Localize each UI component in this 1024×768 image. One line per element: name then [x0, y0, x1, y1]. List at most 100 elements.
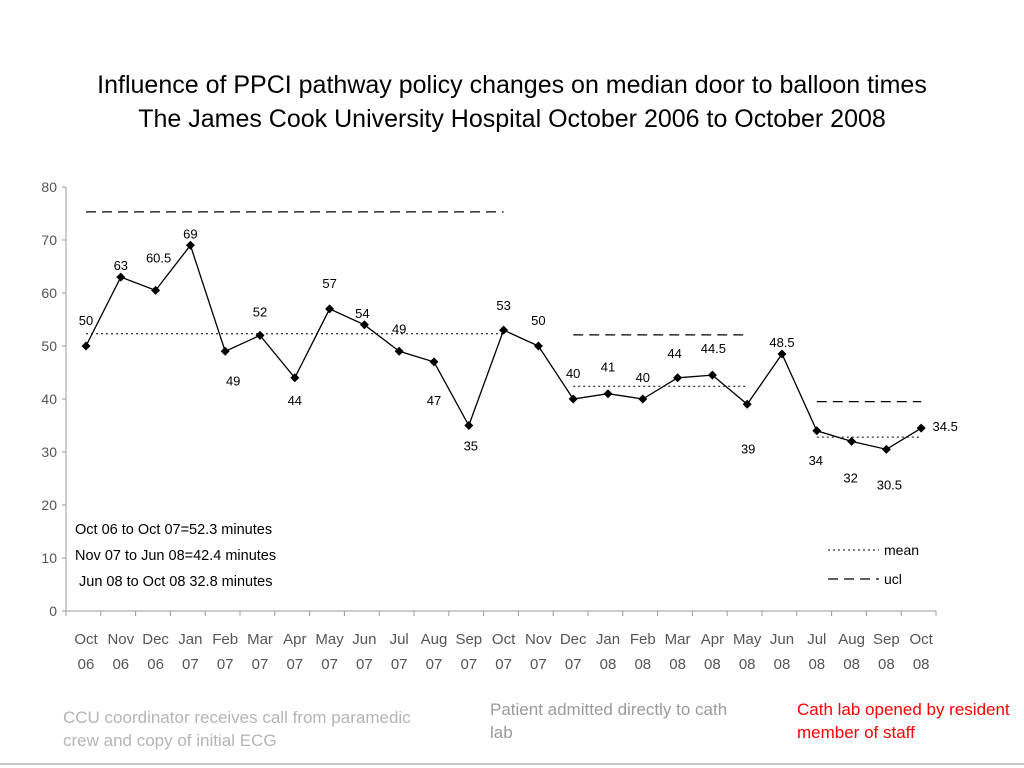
data-label: 44	[667, 346, 681, 361]
x-tick-label: Jul 07	[390, 631, 409, 673]
data-label: 48.5	[769, 335, 794, 350]
x-tick-label: Apr 07	[283, 631, 306, 673]
x-tick-label: Jan 07	[178, 631, 202, 673]
period-annotations: Oct 06 to Oct 07=52.3 minutes Nov 07 to J…	[75, 522, 276, 590]
x-tick-label: May 07	[315, 631, 344, 673]
data-point	[812, 426, 822, 436]
data-label: 50	[79, 313, 93, 328]
y-tick-label: 30	[41, 444, 57, 460]
period-annotation: Oct 06 to Oct 07=52.3 minutes	[75, 522, 272, 538]
caption-direct-text: Patient admitted directly to cath lab	[490, 700, 728, 742]
x-tick-label: Sep 07	[455, 631, 482, 673]
legend-label-mean: mean	[884, 542, 919, 558]
data-label: 63	[114, 258, 128, 273]
data-label: 47	[427, 393, 441, 408]
data-label: 32	[843, 470, 857, 485]
x-tick-label: Oct 07	[492, 631, 516, 673]
data-point	[151, 285, 161, 295]
data-label: 49	[226, 373, 240, 388]
data-point	[777, 349, 787, 359]
caption-cathlab-text: Cath lab opened by resident member of st…	[797, 700, 1010, 742]
bottom-divider	[0, 763, 1024, 765]
chart-legend: mean ucl	[828, 542, 919, 587]
data-label: 39	[741, 441, 755, 456]
y-tick-label: 50	[41, 338, 57, 354]
data-label: 69	[183, 226, 197, 241]
y-tick-label: 20	[41, 497, 57, 513]
x-tick-label: Jan 08	[596, 631, 620, 673]
data-point	[359, 320, 369, 330]
y-tick-label: 10	[41, 550, 57, 566]
data-label: 54	[355, 306, 369, 321]
x-tick-label: Dec 06	[142, 631, 169, 673]
series-median-door-to-balloon	[81, 240, 926, 454]
reference-lines	[86, 211, 922, 438]
data-point	[673, 373, 683, 383]
y-tick-label: 70	[41, 232, 57, 248]
x-tick-label: Dec 07	[560, 631, 587, 673]
data-point	[916, 423, 926, 433]
x-tick-label: Jun 07	[352, 631, 376, 673]
data-point	[255, 330, 265, 340]
x-tick-label: Oct 08	[910, 631, 934, 673]
data-label: 41	[601, 360, 615, 375]
data-point	[638, 394, 648, 404]
caption-ccu-coordinator: CCU coordinator receives call from param…	[63, 706, 433, 752]
x-tick-label: Jul 08	[807, 631, 826, 673]
data-point	[847, 436, 857, 446]
data-label: 60.5	[146, 250, 171, 265]
x-tick-label: Oct 06	[74, 631, 98, 673]
legend-label-ucl: ucl	[884, 571, 902, 587]
data-label: 44	[288, 393, 302, 408]
data-label: 57	[322, 276, 336, 291]
data-point	[464, 421, 474, 430]
data-label: 53	[496, 298, 510, 313]
chart-title-line2: The James Cook University Hospital Octob…	[138, 105, 886, 133]
y-tick-label: 60	[41, 285, 57, 301]
period-annotation: Jun 08 to Oct 08 32.8 minutes	[79, 574, 272, 590]
data-point	[533, 341, 543, 351]
data-point	[325, 304, 335, 314]
x-tick-label: Mar 07	[247, 631, 273, 673]
x-tick-label: Feb 07	[212, 631, 238, 673]
data-point	[220, 346, 230, 356]
x-tick-label: May 08	[733, 631, 762, 673]
y-tick-label: 80	[41, 179, 57, 195]
data-point	[568, 394, 578, 404]
data-point	[185, 240, 195, 250]
x-tick-label: Aug 07	[421, 631, 448, 673]
data-label: 40	[636, 370, 650, 385]
data-point	[742, 399, 752, 409]
data-label: 34.5	[933, 419, 958, 434]
period-annotation: Nov 07 to Jun 08=42.4 minutes	[75, 548, 276, 564]
chart-axes: 0 10 20 30 40 50 60 70 80 Oct 06 Nov 06 Dec 06 Jan 07 Feb…	[41, 179, 937, 673]
x-tick-label: Mar 08	[665, 631, 691, 673]
x-tick-label: Aug 08	[838, 631, 865, 673]
caption-direct-admission: Patient admitted directly to cath lab	[490, 698, 740, 744]
data-label: 44.5	[701, 341, 726, 356]
y-tick-label: 0	[49, 603, 57, 619]
x-tick-label: Apr 08	[701, 631, 724, 673]
data-point	[603, 389, 613, 399]
x-tick-label: Nov 06	[107, 631, 134, 673]
x-tick-label: Nov 07	[525, 631, 552, 673]
x-tick-label: Feb 08	[630, 631, 656, 673]
data-point	[394, 346, 404, 356]
data-labels: 50 63 60.5 69 49 52 44 57 54 49 47 35 53 50 40 41 40 44 44…	[79, 226, 958, 492]
data-label: 30.5	[877, 477, 902, 492]
chart-title: Influence of PPCI pathway policy changes…	[0, 68, 1024, 136]
data-label: 49	[392, 321, 406, 336]
data-point	[290, 373, 300, 383]
y-tick-label: 40	[41, 391, 57, 407]
chart-title-line1: Influence of PPCI pathway policy changes…	[97, 71, 927, 99]
data-label: 52	[253, 304, 267, 319]
data-label: 34	[809, 453, 823, 468]
data-label: 35	[464, 439, 478, 454]
data-point	[499, 325, 509, 335]
data-point	[116, 272, 126, 282]
x-tick-label: Sep 08	[873, 631, 900, 673]
data-point	[429, 357, 439, 367]
data-point	[707, 370, 717, 380]
data-point	[881, 444, 891, 454]
